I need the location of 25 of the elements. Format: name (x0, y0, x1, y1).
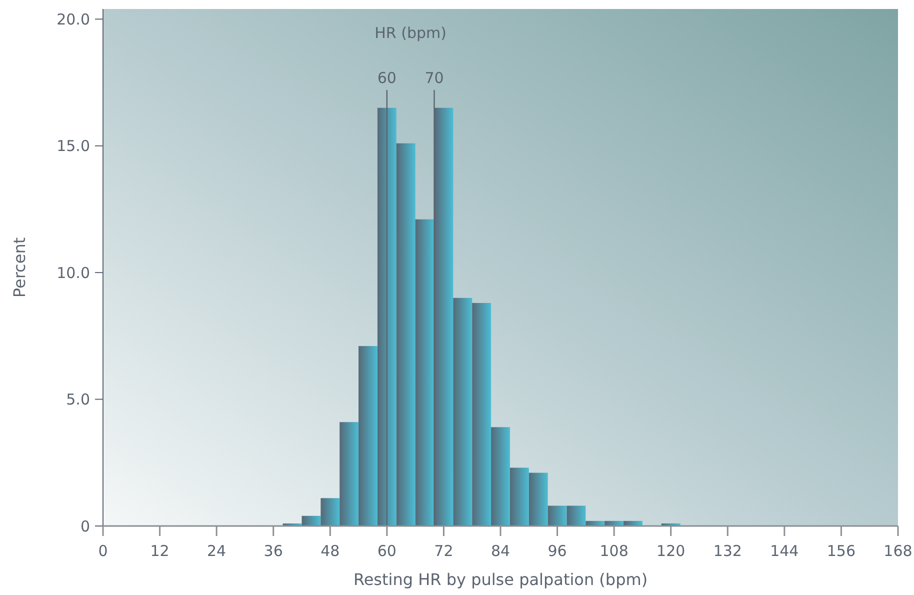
x-tick-label: 132 (713, 542, 742, 560)
x-tick-label: 36 (264, 542, 283, 560)
x-tick-label: 72 (434, 542, 454, 560)
annotation: HR (bpm) (374, 24, 447, 42)
x-tick-label: 84 (490, 542, 510, 560)
x-tick-label: 168 (884, 542, 912, 560)
ref-line-label: 70 (424, 69, 444, 87)
x-axis-title: Resting HR by pulse palpation (bpm) (353, 570, 648, 589)
ref-line-label: 60 (377, 69, 396, 87)
y-tick-label: 15.0 (56, 137, 90, 156)
x-tick-label: 12 (150, 542, 170, 560)
x-tick-label: 144 (770, 542, 799, 560)
y-tick-label: 0 (80, 517, 90, 536)
x-tick-label: 156 (826, 542, 856, 560)
y-axis-title: Percent (10, 237, 29, 298)
x-tick-label: 48 (320, 542, 340, 560)
x-tick-label: 60 (377, 542, 396, 560)
y-tick-label: 5.0 (66, 390, 90, 409)
x-tick-label: 0 (98, 542, 108, 560)
x-tick-label: 120 (656, 542, 686, 560)
x-tick-label: 108 (600, 542, 628, 560)
x-tick-label: 24 (207, 542, 226, 560)
y-tick-label: 20.0 (56, 10, 90, 28)
y-tick-label: 10.0 (56, 264, 90, 282)
x-tick-label: 96 (548, 542, 567, 560)
